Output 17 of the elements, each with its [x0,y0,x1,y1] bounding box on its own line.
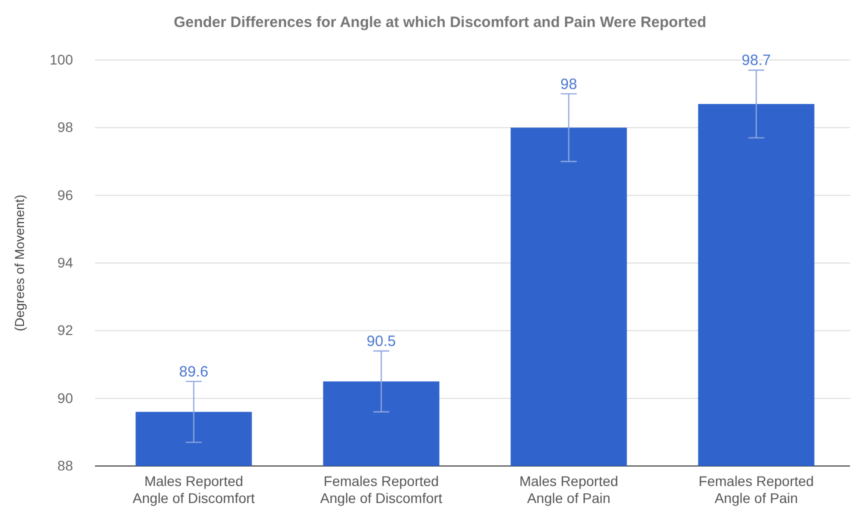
data-label: 98 [560,76,578,93]
y-tick-label: 92 [57,322,74,338]
y-tick-label: 100 [50,51,74,68]
x-tick-label: Females Reported Angle of Pain [698,473,814,506]
data-label: 90.5 [366,332,396,350]
x-tick-label: Males Reported Angle of Pain [519,473,618,506]
y-tick-label: 90 [57,390,74,406]
data-label: 89.6 [179,363,208,380]
data-label: 98.7 [742,52,771,70]
y-axis-title: (Degrees of Movement) [12,194,27,332]
y-tick-label: 94 [57,254,74,270]
x-tick-label: Females Reported Angle of Discomfort [320,473,442,506]
chart-title: Gender Differences for Angle at which Discomfort and Pain Were Reported [174,14,706,31]
y-tick-label: 96 [57,186,74,203]
y-tick-label: 88 [57,457,74,474]
y-tick-label: 98 [57,119,74,136]
x-tick-label: Males Reported Angle of Discomfort [132,473,255,506]
